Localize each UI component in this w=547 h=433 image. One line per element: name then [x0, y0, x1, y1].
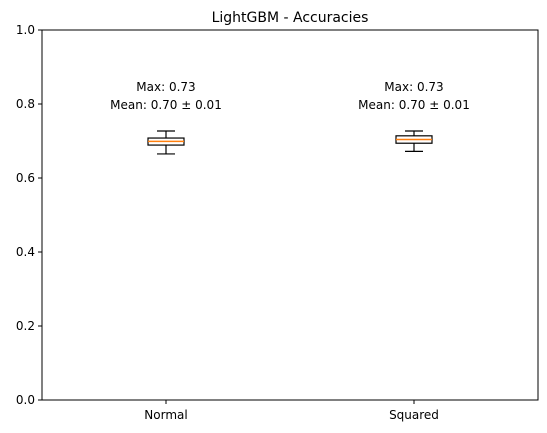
y-tick-label: 1.0 [16, 23, 35, 37]
x-tick-label: Squared [389, 408, 439, 422]
annotation-mean: Mean: 0.70 ± 0.01 [358, 98, 470, 112]
plot-area-frame [41, 29, 539, 401]
y-tick-label: 0.8 [16, 97, 35, 111]
y-tick-label: 0.6 [16, 171, 35, 185]
y-tick-label: 0.2 [16, 319, 35, 333]
y-tick-label: 0.4 [16, 245, 35, 259]
annotation-mean: Mean: 0.70 ± 0.01 [110, 98, 222, 112]
chart-title: LightGBM - Accuracies [212, 10, 369, 26]
x-tick-label: Normal [144, 408, 187, 422]
y-tick-label: 0.0 [16, 393, 35, 407]
annotation-max: Max: 0.73 [384, 80, 443, 94]
annotation-max: Max: 0.73 [136, 80, 195, 94]
